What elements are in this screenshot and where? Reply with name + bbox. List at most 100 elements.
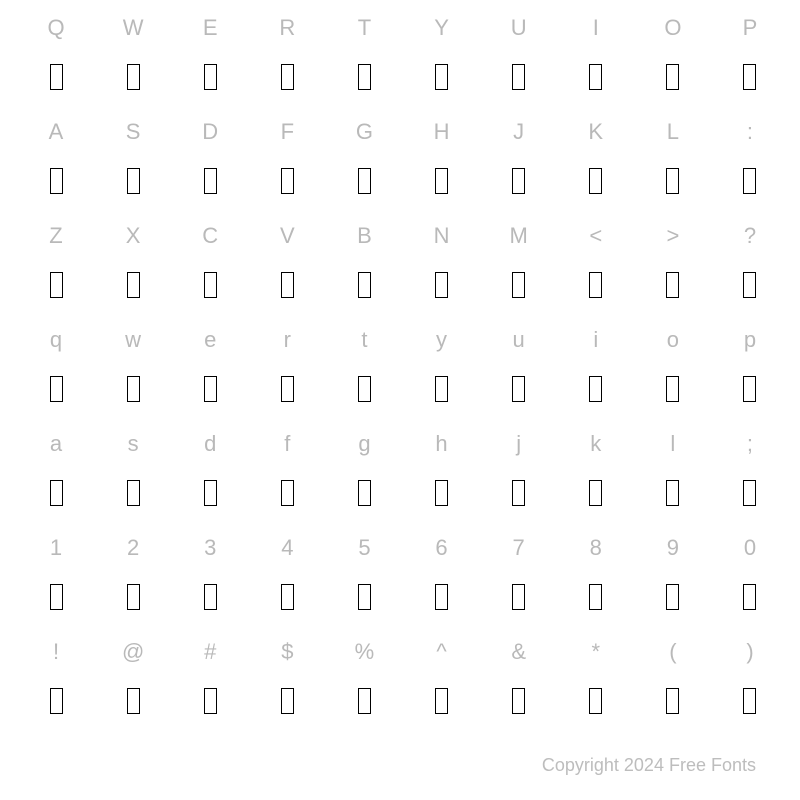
glyph-cell [635,584,711,610]
glyph-cell [404,272,480,298]
char-label: 0 [712,535,788,561]
notdef-glyph-icon [743,64,756,90]
notdef-glyph-icon [512,376,525,402]
char-label: 1 [18,535,94,561]
notdef-glyph-icon [743,168,756,194]
glyph-cell [249,480,325,506]
notdef-glyph-icon [589,376,602,402]
char-label: l [635,431,711,457]
notdef-glyph-icon [127,168,140,194]
char-label: C [172,223,248,249]
char-label: L [635,119,711,145]
notdef-glyph-icon [204,480,217,506]
glyph-row [18,364,788,414]
char-label: * [558,639,634,665]
label-row: ! @ # $ % ^ & * ( ) [18,628,788,676]
glyph-cell [635,168,711,194]
glyph-cell [481,64,557,90]
glyph-cell [712,376,788,402]
notdef-glyph-icon [512,584,525,610]
glyph-cell [18,376,94,402]
notdef-glyph-icon [127,584,140,610]
char-label: k [558,431,634,457]
notdef-glyph-icon [50,584,63,610]
glyph-cell [712,272,788,298]
notdef-glyph-icon [127,480,140,506]
notdef-glyph-icon [204,64,217,90]
char-label: s [95,431,171,457]
label-row: a s d f g h j k l ; [18,420,788,468]
glyph-cell [326,688,402,714]
glyph-row [18,52,788,102]
notdef-glyph-icon [281,64,294,90]
glyph-cell [404,168,480,194]
char-label: 3 [172,535,248,561]
char-label: t [326,327,402,353]
char-label: q [18,327,94,353]
char-label: ! [18,639,94,665]
char-label: & [481,639,557,665]
glyph-cell [172,480,248,506]
char-label: R [249,15,325,41]
glyph-row [18,468,788,518]
notdef-glyph-icon [358,480,371,506]
char-label: h [404,431,480,457]
glyph-cell [558,480,634,506]
char-label: 2 [95,535,171,561]
char-label: P [712,15,788,41]
glyph-cell [481,168,557,194]
glyph-cell [635,688,711,714]
glyph-cell [558,272,634,298]
glyph-cell [249,272,325,298]
label-row: Q W E R T Y U I O P [18,4,788,52]
glyph-cell [404,376,480,402]
notdef-glyph-icon [589,480,602,506]
notdef-glyph-icon [666,480,679,506]
glyph-cell [18,688,94,714]
notdef-glyph-icon [358,64,371,90]
notdef-glyph-icon [50,168,63,194]
glyph-cell [326,376,402,402]
char-label: g [326,431,402,457]
notdef-glyph-icon [743,688,756,714]
notdef-glyph-icon [666,584,679,610]
notdef-glyph-icon [666,376,679,402]
character-map-grid: Q W E R T Y U I O P A S D F G H J K L : [0,0,800,726]
glyph-cell [95,272,171,298]
char-label: ^ [404,639,480,665]
glyph-cell [18,480,94,506]
notdef-glyph-icon [743,480,756,506]
char-label: ( [635,639,711,665]
notdef-glyph-icon [666,64,679,90]
notdef-glyph-icon [127,376,140,402]
char-label: d [172,431,248,457]
notdef-glyph-icon [666,168,679,194]
notdef-glyph-icon [204,272,217,298]
notdef-glyph-icon [435,480,448,506]
notdef-glyph-icon [204,584,217,610]
char-label: U [481,15,557,41]
notdef-glyph-icon [666,272,679,298]
glyph-cell [18,64,94,90]
glyph-cell [712,64,788,90]
char-label: T [326,15,402,41]
notdef-glyph-icon [50,376,63,402]
notdef-glyph-icon [589,64,602,90]
char-label: O [635,15,711,41]
char-label: 8 [558,535,634,561]
glyph-cell [481,688,557,714]
glyph-cell [172,64,248,90]
glyph-cell [172,168,248,194]
label-row: Z X C V B N M < > ? [18,212,788,260]
glyph-cell [635,376,711,402]
char-label: Q [18,15,94,41]
glyph-cell [635,272,711,298]
glyph-cell [558,376,634,402]
glyph-cell [712,480,788,506]
notdef-glyph-icon [281,480,294,506]
char-label: S [95,119,171,145]
glyph-cell [249,584,325,610]
notdef-glyph-icon [743,376,756,402]
label-row: 1 2 3 4 5 6 7 8 9 0 [18,524,788,572]
char-label: B [326,223,402,249]
